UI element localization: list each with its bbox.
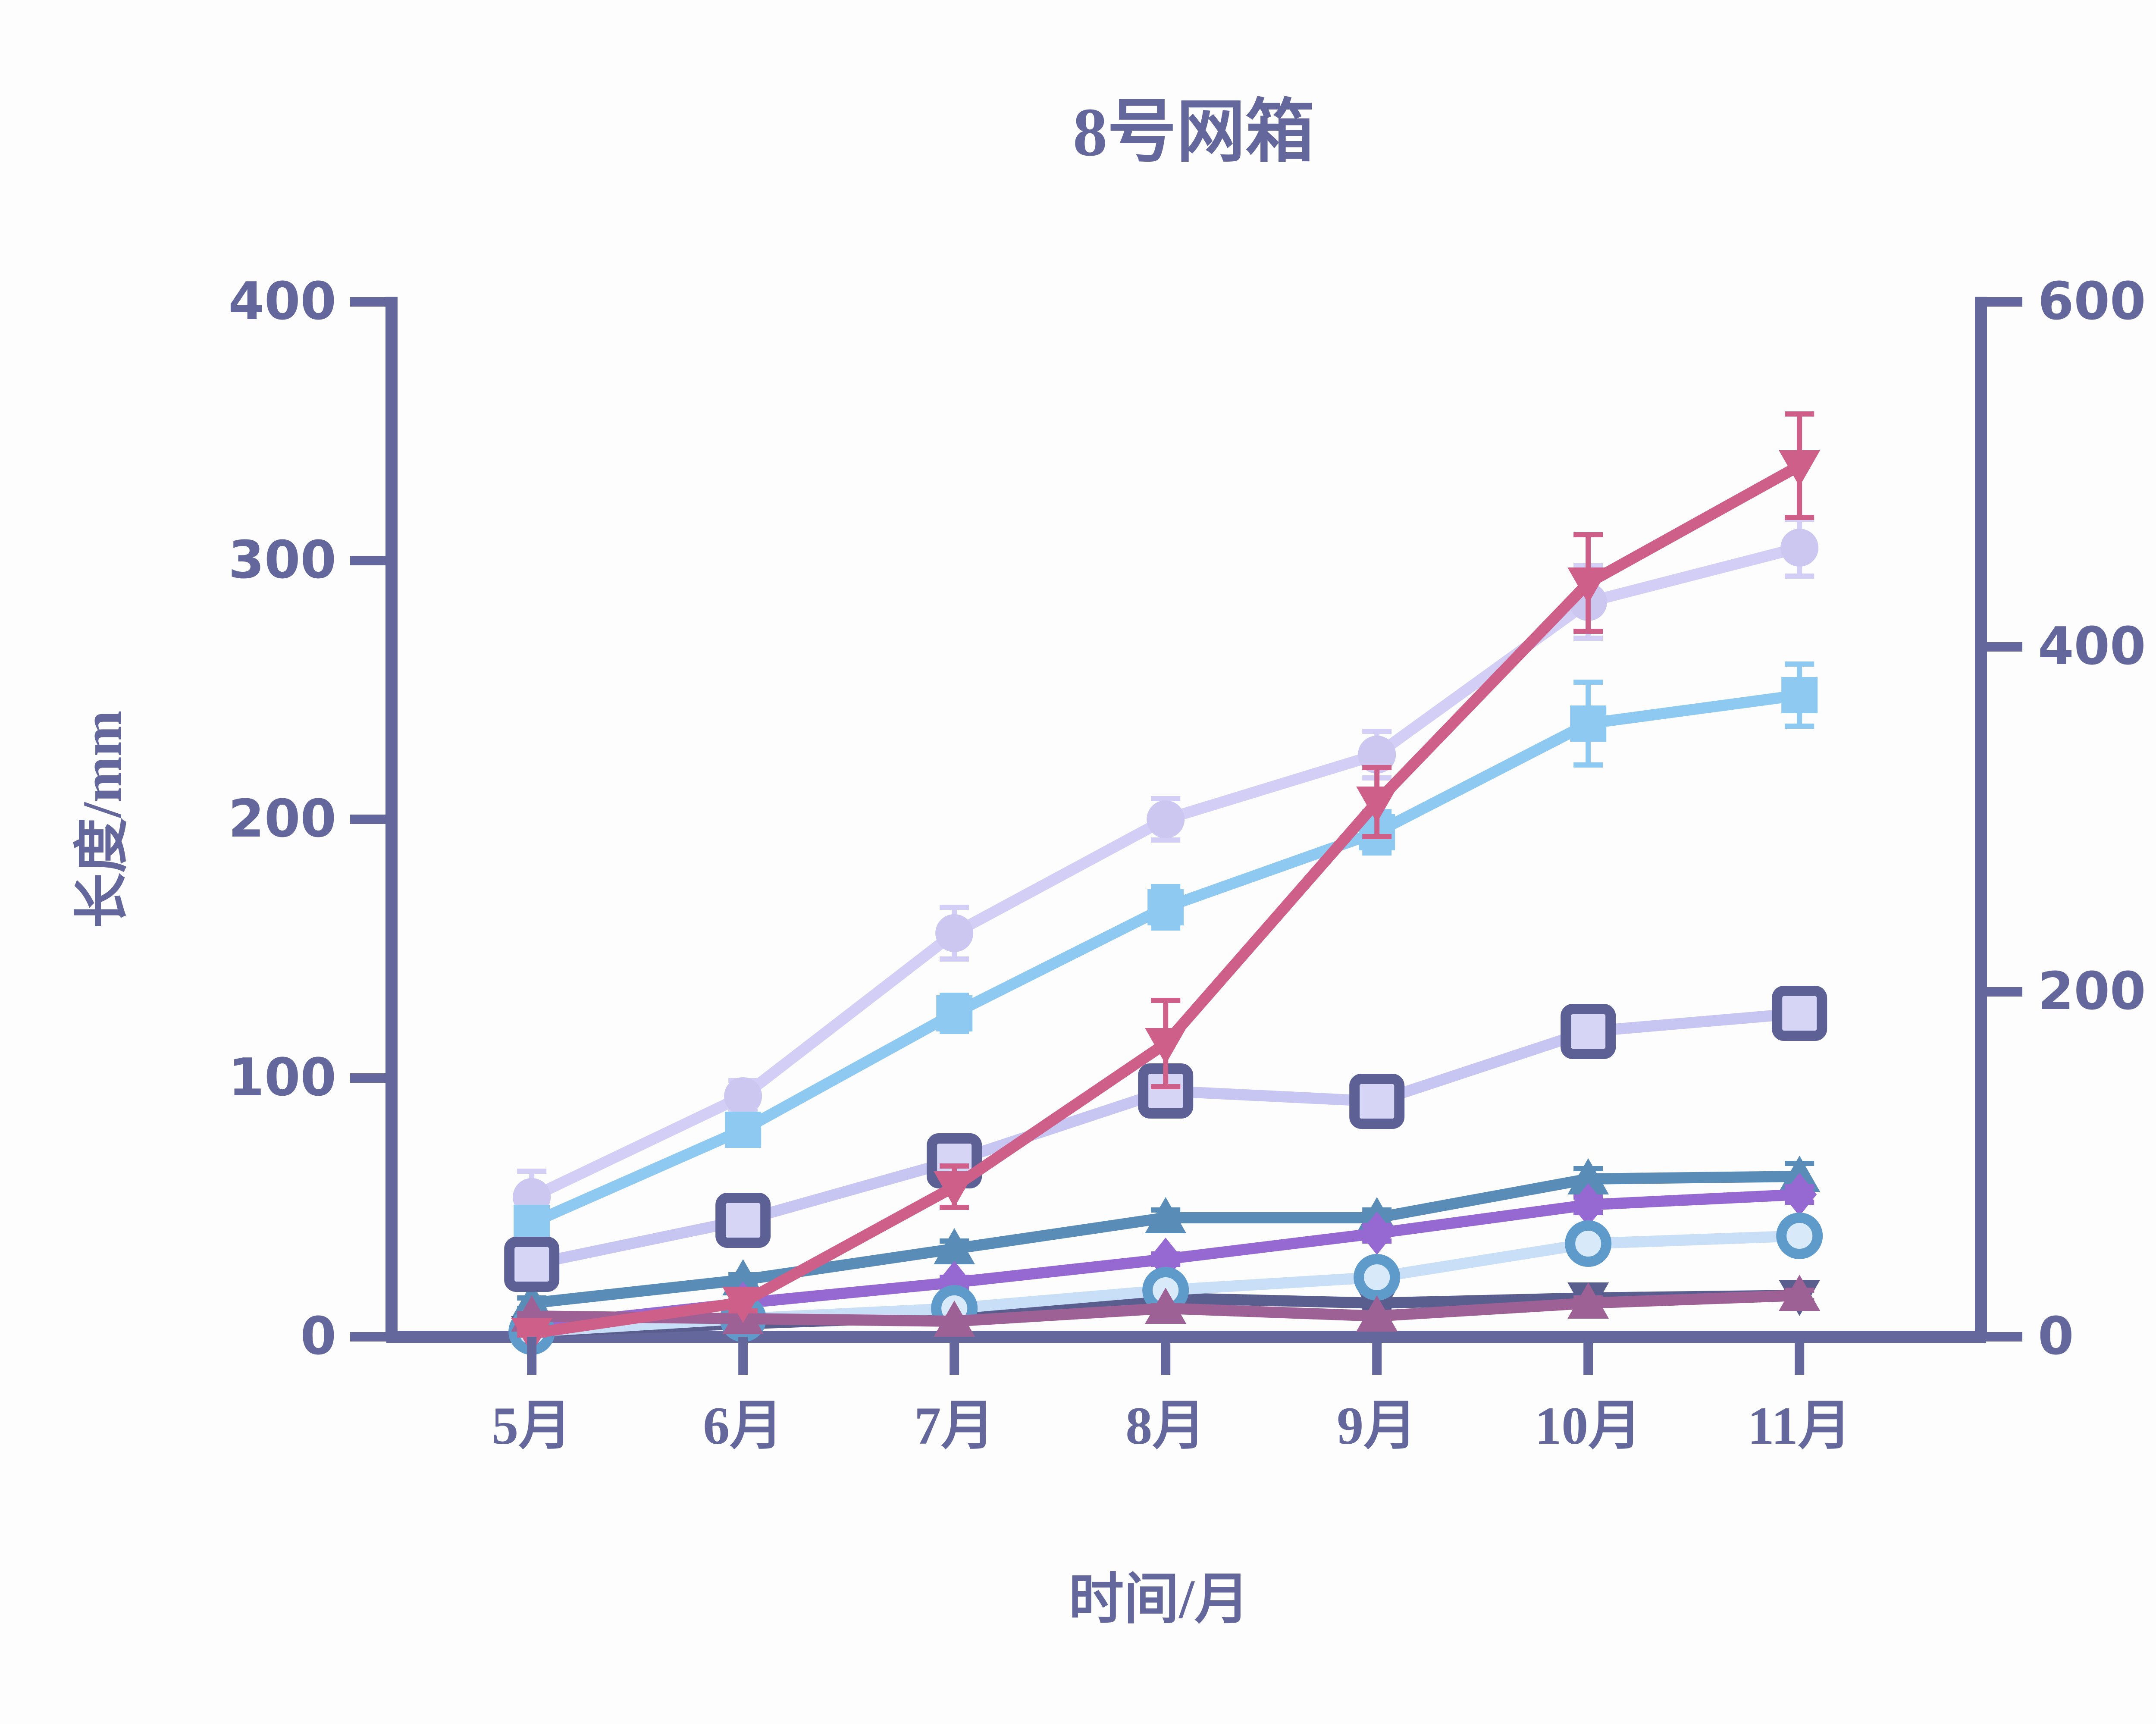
marker-square-open	[1561, 1004, 1616, 1059]
marker-circle	[724, 1077, 762, 1115]
marker-circle-open	[1776, 1213, 1823, 1259]
x-axis-title: 时间/月	[1069, 1569, 1250, 1630]
marker-circle	[1147, 800, 1185, 838]
y-left-axis-title: 长度/mm	[72, 711, 133, 928]
y-right-tick-label: 600	[2038, 272, 2146, 332]
marker-triangle-up	[1145, 1197, 1187, 1233]
x-tick-label: 7月	[914, 1396, 994, 1455]
x-tick-label: 9月	[1337, 1396, 1417, 1455]
marker-circle-open	[1565, 1220, 1612, 1267]
marker-triangle-up	[934, 1228, 975, 1264]
y-left-tick-label: 300	[229, 530, 337, 590]
marker-square	[725, 1112, 761, 1148]
marker-square-open	[1772, 986, 1827, 1041]
marker-square	[1781, 677, 1818, 713]
series-line-body-length	[526, 690, 1805, 1229]
y-right-tick-label: 0	[2038, 1307, 2074, 1367]
marker-diamond	[1782, 1173, 1817, 1216]
series-body-weight	[511, 411, 1821, 1354]
marker-triangle-down	[1356, 787, 1398, 823]
marker-square-open	[715, 1193, 771, 1248]
y-left-tick-label: 100	[229, 1048, 337, 1108]
marker-square-open	[504, 1237, 560, 1292]
series-body-length	[514, 661, 1818, 1241]
chart-title: 8号网箱	[1073, 94, 1314, 170]
x-tick-label: 6月	[703, 1396, 783, 1455]
marker-circle	[1780, 529, 1819, 567]
marker-triangle-up	[1779, 1275, 1821, 1311]
marker-circle	[935, 914, 974, 952]
marker-triangle-up	[1145, 1288, 1187, 1324]
marker-triangle-up	[722, 1259, 764, 1295]
marker-diamond	[1571, 1183, 1606, 1226]
x-tick-label: 10月	[1535, 1396, 1642, 1455]
x-tick-label: 5月	[492, 1396, 572, 1455]
marker-circle	[1358, 736, 1396, 774]
marker-triangle-down	[1779, 450, 1821, 486]
marker-triangle-up	[934, 1301, 975, 1337]
x-tick-label: 8月	[1125, 1396, 1206, 1455]
y-right-tick-label: 400	[2038, 617, 2146, 677]
marker-square	[514, 1205, 550, 1241]
y-right-tick-label: 200	[2038, 962, 2146, 1022]
marker-square	[936, 995, 973, 1031]
marker-triangle-down	[722, 1287, 764, 1323]
marker-triangle-up	[1567, 1282, 1609, 1319]
marker-square-open	[1349, 1074, 1405, 1129]
marker-square	[1147, 889, 1184, 925]
y-left-tick-label: 200	[229, 789, 337, 849]
marker-triangle-down	[934, 1171, 975, 1207]
marker-triangle-down	[511, 1318, 553, 1354]
ticks: 0 100 200 300 400 0 200 400 600 5月 6月 7月 8月 9月 10月 11月	[229, 272, 2146, 1455]
marker-triangle-down	[1567, 567, 1609, 604]
x-tick-label: 11月	[1748, 1396, 1852, 1455]
marker-triangle-up	[1567, 1158, 1609, 1194]
y-left-tick-label: 400	[229, 272, 337, 332]
marker-circle-open	[1354, 1254, 1401, 1301]
marker-triangle-down	[1145, 1028, 1187, 1064]
series	[504, 411, 1827, 1355]
marker-diamond	[1360, 1212, 1395, 1255]
marker-triangle-up	[1356, 1295, 1398, 1332]
marker-square	[1570, 705, 1607, 742]
y-left-tick-label: 0	[301, 1307, 337, 1367]
